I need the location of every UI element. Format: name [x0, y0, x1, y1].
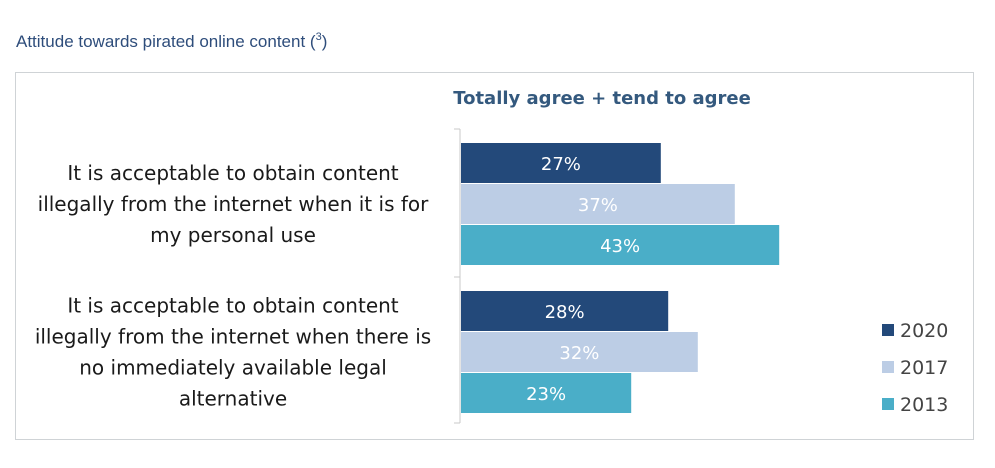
bar-2017-1: [461, 332, 698, 372]
category-label-line: It is acceptable to obtain content: [67, 294, 398, 318]
category-label-line: my personal use: [150, 223, 316, 247]
footnote-open: (: [309, 32, 316, 51]
legend-label-2017: 2017: [900, 357, 948, 379]
category-label-line: alternative: [179, 387, 287, 411]
legend-swatch-2017: [882, 361, 894, 373]
bar-2013-0: [461, 225, 780, 265]
category-label-line: It is acceptable to obtain content: [67, 161, 398, 185]
page-title-text: Attitude towards pirated online content: [16, 32, 306, 51]
legend-swatch-2013: [882, 398, 894, 410]
chart-frame: [15, 72, 974, 440]
bar-value-label: 32%: [559, 343, 599, 364]
bar-2017-0: [461, 184, 735, 224]
legend-swatch-2020: [882, 324, 894, 336]
bar-2020-0: [461, 143, 661, 183]
category-label-line: illegally from the internet when there i…: [35, 325, 431, 349]
page-title: Attitude towards pirated online content …: [16, 31, 327, 52]
bar-value-label: 23%: [526, 384, 566, 405]
category-label-line: illegally from the internet when it is f…: [38, 192, 429, 216]
bar-2013-1: [461, 373, 632, 413]
bar-value-label: 37%: [578, 195, 618, 216]
category-label-line: no immediately available legal: [79, 356, 387, 380]
bar-2020-1: [461, 291, 669, 331]
footnote-number: 3: [315, 31, 322, 43]
footnote-close: ): [321, 32, 328, 51]
chart-title: Totally agree + tend to agree: [453, 88, 751, 109]
bar-value-label: 43%: [600, 236, 640, 257]
bar-value-label: 27%: [541, 154, 581, 175]
legend-label-2013: 2013: [900, 394, 948, 416]
bar-value-label: 28%: [545, 302, 585, 323]
legend-label-2020: 2020: [900, 320, 948, 342]
